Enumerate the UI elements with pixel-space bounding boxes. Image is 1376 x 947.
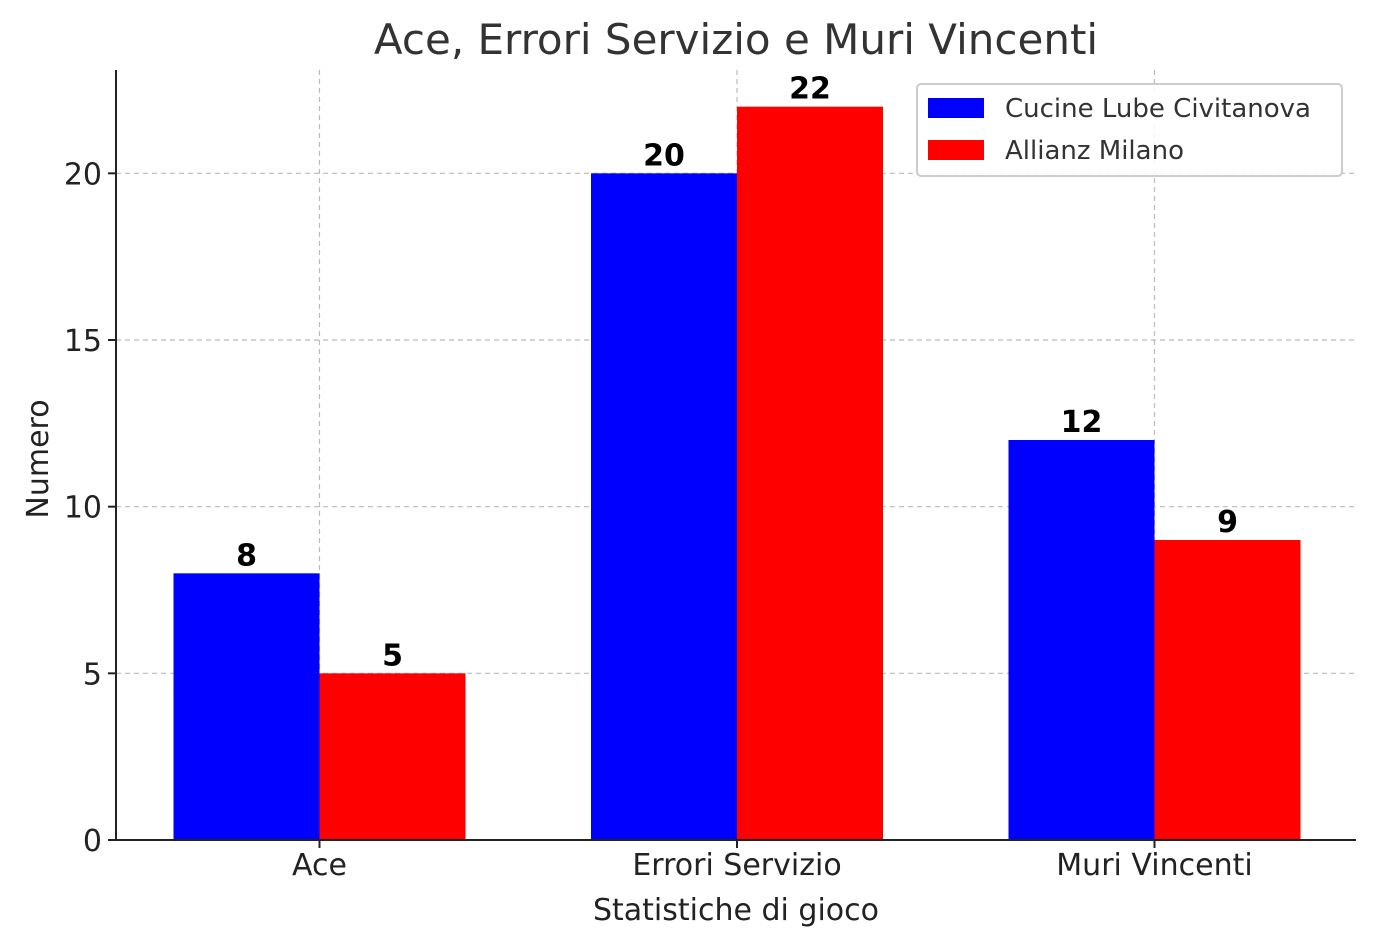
x-tick-label-2: Muri Vincenti: [1056, 848, 1252, 883]
y-tick-label-1: 5: [83, 657, 102, 692]
bar-allianz-milano-1: [737, 106, 883, 840]
tick-labels: 0 5 10 15 20 Ace Errori Servizio Muri Vincenti: [64, 157, 1253, 883]
bars: [173, 106, 1301, 841]
bar-cucine-lube-1: [591, 173, 737, 841]
legend-label-allianz-milano: Allianz Milano: [1005, 136, 1184, 166]
y-tick-label-0: 0: [83, 824, 102, 859]
bar-allianz-milano-2: [1154, 540, 1301, 840]
value-label-allianz-milano-1: 22: [789, 72, 831, 107]
legend: Cucine Lube Civitanova Allianz Milano: [916, 83, 1343, 177]
x-tick-label-0: Ace: [292, 848, 347, 883]
bar-cucine-lube-2: [1008, 440, 1155, 840]
legend-label-cucine-lube: Cucine Lube Civitanova: [1005, 94, 1311, 124]
bar-allianz-milano-0: [319, 673, 466, 840]
value-labels: 8 20 12 5 22 9: [236, 72, 1238, 674]
y-tick-label-2: 10: [64, 491, 102, 526]
y-tick-label-3: 15: [64, 324, 102, 359]
x-tick-label-1: Errori Servizio: [632, 848, 841, 883]
value-label-cucine-lube-1: 20: [643, 138, 685, 173]
value-label-allianz-milano-0: 5: [382, 638, 403, 673]
legend-frame: [916, 83, 1343, 177]
legend-swatch-allianz-milano: [928, 140, 984, 160]
value-label-cucine-lube-2: 12: [1061, 405, 1103, 440]
y-axis-label: Numero: [21, 399, 56, 518]
value-label-allianz-milano-2: 9: [1217, 505, 1238, 540]
bar-cucine-lube-0: [173, 573, 320, 840]
axes: [108, 70, 1356, 848]
y-tick-label-4: 20: [64, 157, 102, 192]
value-label-cucine-lube-0: 8: [236, 538, 257, 573]
legend-swatch-cucine-lube: [928, 98, 984, 118]
chart-title: Ace, Errori Servizio e Muri Vincenti: [374, 15, 1098, 64]
x-axis-label: Statistiche di gioco: [593, 893, 879, 928]
